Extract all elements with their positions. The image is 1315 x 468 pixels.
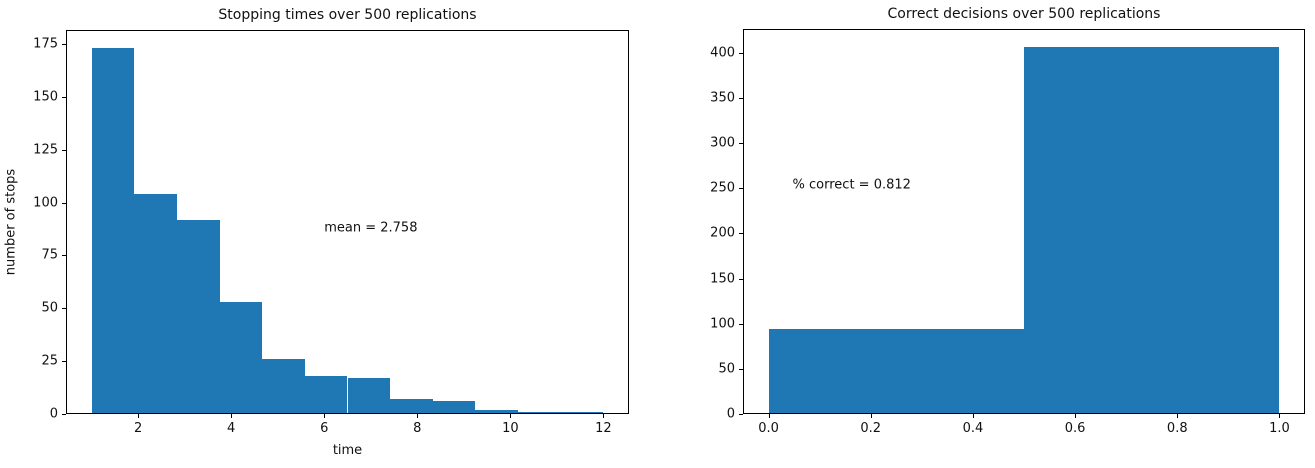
y-tick-label: 150: [33, 89, 58, 105]
left-chart-bars-layer: [66, 30, 629, 414]
x-tick-label: 4: [227, 421, 236, 436]
x-tick-mark: [231, 414, 233, 418]
y-tick-label: 350: [710, 90, 735, 106]
y-tick-label: 50: [718, 361, 735, 377]
y-tick-mark: [739, 278, 743, 280]
x-tick-mark: [138, 414, 140, 418]
y-tick-mark: [62, 255, 66, 257]
histogram-bar: [347, 378, 391, 414]
y-tick-mark: [739, 323, 743, 325]
left-chart-x-axis-label: time: [332, 443, 363, 458]
right-chart-axes: 0.0 0.2 0.4 0.6 0.8 1.0 0 50 100 150 200 250 300 350 4…: [710, 29, 1305, 435]
left-chart-annotation: mean = 2.758: [324, 220, 418, 236]
right-chart-annotation: % correct = 0.812: [792, 177, 911, 193]
right-chart-bars-layer: [743, 29, 1305, 414]
y-tick-mark: [739, 143, 743, 145]
histogram-bar: [262, 359, 305, 414]
x-tick-mark: [768, 414, 770, 418]
y-tick-label: 100: [33, 195, 58, 211]
histogram-bar: [390, 399, 433, 414]
y-tick-label: 200: [710, 225, 735, 241]
y-tick-label: 175: [33, 36, 58, 52]
x-tick-label: 0.6: [1064, 421, 1086, 436]
y-tick-mark: [62, 149, 66, 151]
y-tick-mark: [62, 414, 66, 415]
y-tick-label: 125: [33, 142, 58, 158]
y-tick-mark: [739, 97, 743, 99]
histogram-bar: [768, 329, 1024, 414]
histogram-bar: [304, 375, 348, 414]
right-chart-ticks-layer: 0.0 0.2 0.4 0.6 0.8 1.0 0 50 100 150 200 250 300 350 4…: [710, 29, 1305, 435]
y-tick-mark: [739, 188, 743, 190]
y-tick-mark: [62, 308, 66, 310]
y-tick-label: 150: [710, 271, 735, 287]
y-tick-label: 300: [710, 135, 735, 151]
x-tick-label: 0.0: [758, 421, 779, 436]
histogram-bar: [219, 301, 263, 414]
x-tick-label: 0.8: [1166, 421, 1188, 436]
x-tick-mark: [1075, 414, 1077, 418]
x-tick-label: 6: [320, 421, 329, 436]
histogram-bar: [518, 411, 561, 414]
x-tick-label: 2: [133, 421, 143, 436]
y-tick-mark: [62, 202, 66, 204]
y-tick-label: 0: [49, 406, 58, 422]
x-tick-label: 8: [413, 421, 422, 436]
y-tick-label: 250: [710, 180, 735, 196]
histogram-bar: [432, 401, 476, 414]
histogram-bar: [176, 219, 220, 414]
y-tick-mark: [739, 414, 743, 415]
x-tick-mark: [324, 414, 326, 418]
y-tick-mark: [62, 44, 66, 46]
x-tick-label: 1.0: [1269, 421, 1290, 436]
x-tick-label: 12: [595, 421, 612, 436]
histogram-bar: [560, 411, 604, 414]
left-chart-axes: 2 4 6 8 10 12 0 25 50 75 100 125 150 175 mean = 2.758: [33, 30, 629, 435]
x-tick-mark: [870, 414, 872, 418]
left-chart-y-axis-label: number of stops: [3, 168, 19, 276]
x-tick-mark: [1177, 414, 1179, 418]
histogram-bar: [475, 409, 519, 414]
x-tick-mark: [1279, 414, 1281, 418]
y-tick-mark: [739, 368, 743, 370]
histogram-bar: [134, 194, 177, 414]
y-tick-label: 50: [41, 300, 58, 316]
right-chart-title: Correct decisions over 500 replications: [887, 6, 1161, 22]
x-tick-mark: [510, 414, 512, 418]
y-tick-label: 75: [41, 247, 58, 263]
x-tick-label: 10: [502, 421, 519, 436]
x-tick-label: 0.4: [962, 421, 984, 436]
x-tick-mark: [603, 414, 605, 418]
left-chart-title: Stopping times over 500 replications: [218, 7, 477, 23]
y-tick-label: 100: [710, 316, 735, 332]
y-tick-label: 400: [710, 45, 735, 61]
y-tick-label: 25: [41, 353, 58, 369]
y-tick-mark: [739, 52, 743, 54]
x-tick-mark: [417, 414, 419, 418]
x-tick-mark: [972, 414, 974, 418]
histogram-bar: [91, 48, 135, 414]
histogram-bar: [1024, 47, 1280, 414]
left-chart-ticks-layer: 2 4 6 8 10 12 0 25 50 75 100 125 150 175: [33, 30, 629, 435]
y-tick-label: 0: [726, 406, 735, 422]
x-tick-label: 0.2: [860, 421, 882, 436]
y-tick-mark: [62, 361, 66, 363]
y-tick-mark: [739, 233, 743, 235]
y-tick-mark: [62, 96, 66, 98]
